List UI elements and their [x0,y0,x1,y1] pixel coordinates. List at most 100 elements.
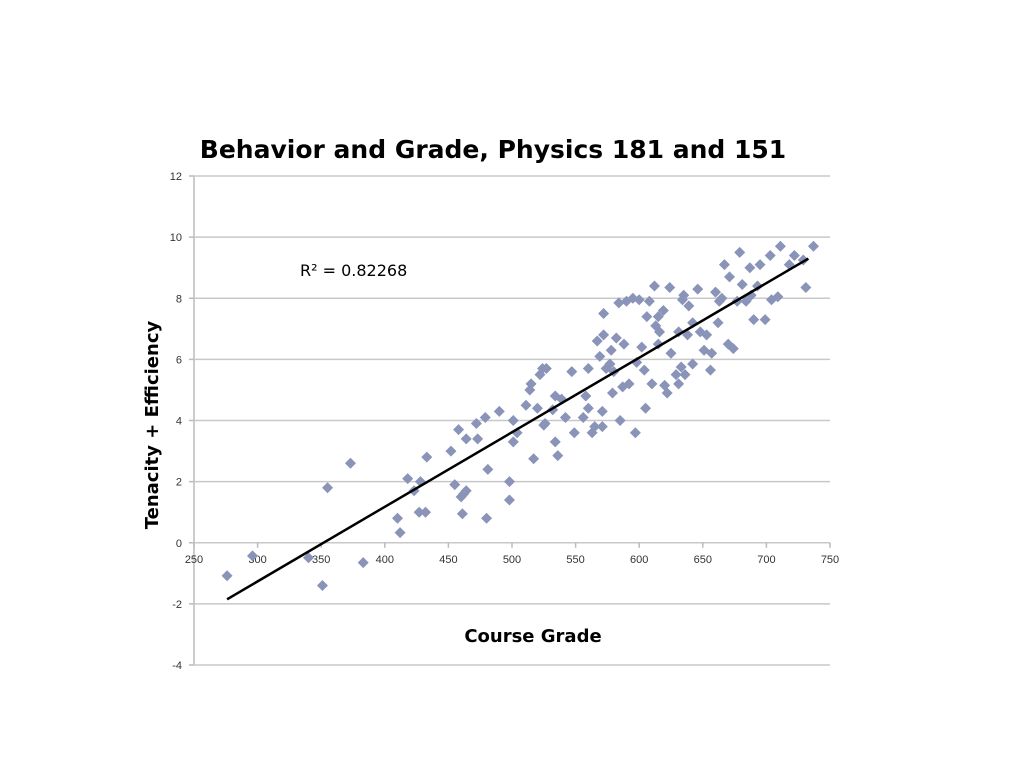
data-point [665,347,677,359]
data-point [531,402,543,414]
data-point [470,418,482,430]
data-point [772,291,784,303]
data-point [661,387,673,399]
data-point [673,378,685,390]
data-point [744,262,756,274]
data-point [657,304,669,316]
data-point [613,297,625,309]
data-point [710,286,722,298]
data-point [568,427,580,439]
data-point [598,308,610,320]
data-point [455,491,467,503]
data-point [528,453,540,465]
data-point [503,476,515,488]
data-point [648,280,660,292]
data-point [421,451,433,463]
data-point [716,292,728,304]
data-point [788,249,800,261]
data-point [598,329,610,341]
data-point [643,295,655,307]
data-point [525,378,537,390]
y-tick-label: 2 [176,477,182,489]
data-point [507,415,519,426]
data-point [493,405,505,417]
data-point [392,512,404,524]
data-point [302,552,314,564]
data-point [604,358,616,370]
y-tick-label: 0 [176,538,182,550]
x-tick-label: 450 [439,554,457,566]
x-tick-labels: 250 300 350 400 450 500 550 600 650 700 750 [185,554,839,566]
data-point [614,415,626,426]
data-point [559,411,571,423]
r-squared-annotation: R² = 0.82268 [300,261,407,280]
data-point [706,347,718,359]
data-point [740,295,752,307]
data-point [594,350,606,362]
y-tick-label: -2 [172,599,182,611]
y-tick-label: 8 [176,293,182,305]
x-tick-label: 600 [630,554,648,566]
data-point [748,314,760,326]
data-point [754,259,766,271]
data-point [481,512,493,524]
data-point [687,358,699,370]
data-point [472,433,484,445]
data-point [618,338,630,350]
data-point [673,326,685,338]
data-point [479,411,491,423]
data-point [670,369,682,381]
data-point [549,436,561,448]
data-point [638,364,650,376]
data-point [633,294,645,306]
data-point [678,289,690,301]
x-tick-label: 350 [312,554,330,566]
data-point [694,326,706,338]
x-tick-label: 700 [757,554,775,566]
data-point [712,317,724,329]
data-point [679,369,691,381]
y-axis-label: Tenacity + Efficiency [142,320,163,529]
data-point [727,343,739,355]
data-point [800,282,812,294]
data-point [482,463,494,475]
data-point [654,326,666,338]
data-point [316,580,328,592]
data-point [582,363,594,375]
data-point [675,361,687,373]
data-point [629,427,641,439]
data-point [344,457,356,469]
trendline [226,257,810,601]
y-tick-labels: -4 -2 0 2 4 6 8 10 12 [170,171,182,672]
data-point [664,282,676,294]
data-point [413,506,425,518]
y-tick-label: 12 [170,171,182,183]
data-point [652,311,664,323]
data-point [589,421,601,433]
y-tick-label: 6 [176,354,182,366]
data-point [445,445,457,457]
data-point [456,508,468,520]
data-point [610,332,622,344]
data-point [591,335,603,347]
data-point [807,240,819,252]
data-point [503,494,515,506]
data-point [596,421,608,433]
data-point [582,402,594,414]
x-tick-label: 750 [821,554,839,566]
data-point [641,311,653,323]
data-point [577,411,589,423]
data-point [704,364,716,376]
data-point [605,344,617,356]
data-point [736,278,748,290]
data-point [460,433,472,445]
x-tick-label: 550 [566,554,584,566]
x-tick-label: 500 [503,554,521,566]
chart-title: Behavior and Grade, Physics 181 and 151 [200,135,786,164]
data-point [552,450,564,462]
data-point [420,506,432,518]
data-point [692,283,704,295]
data-point [357,557,369,569]
data-point [623,378,635,390]
data-point [764,249,776,261]
